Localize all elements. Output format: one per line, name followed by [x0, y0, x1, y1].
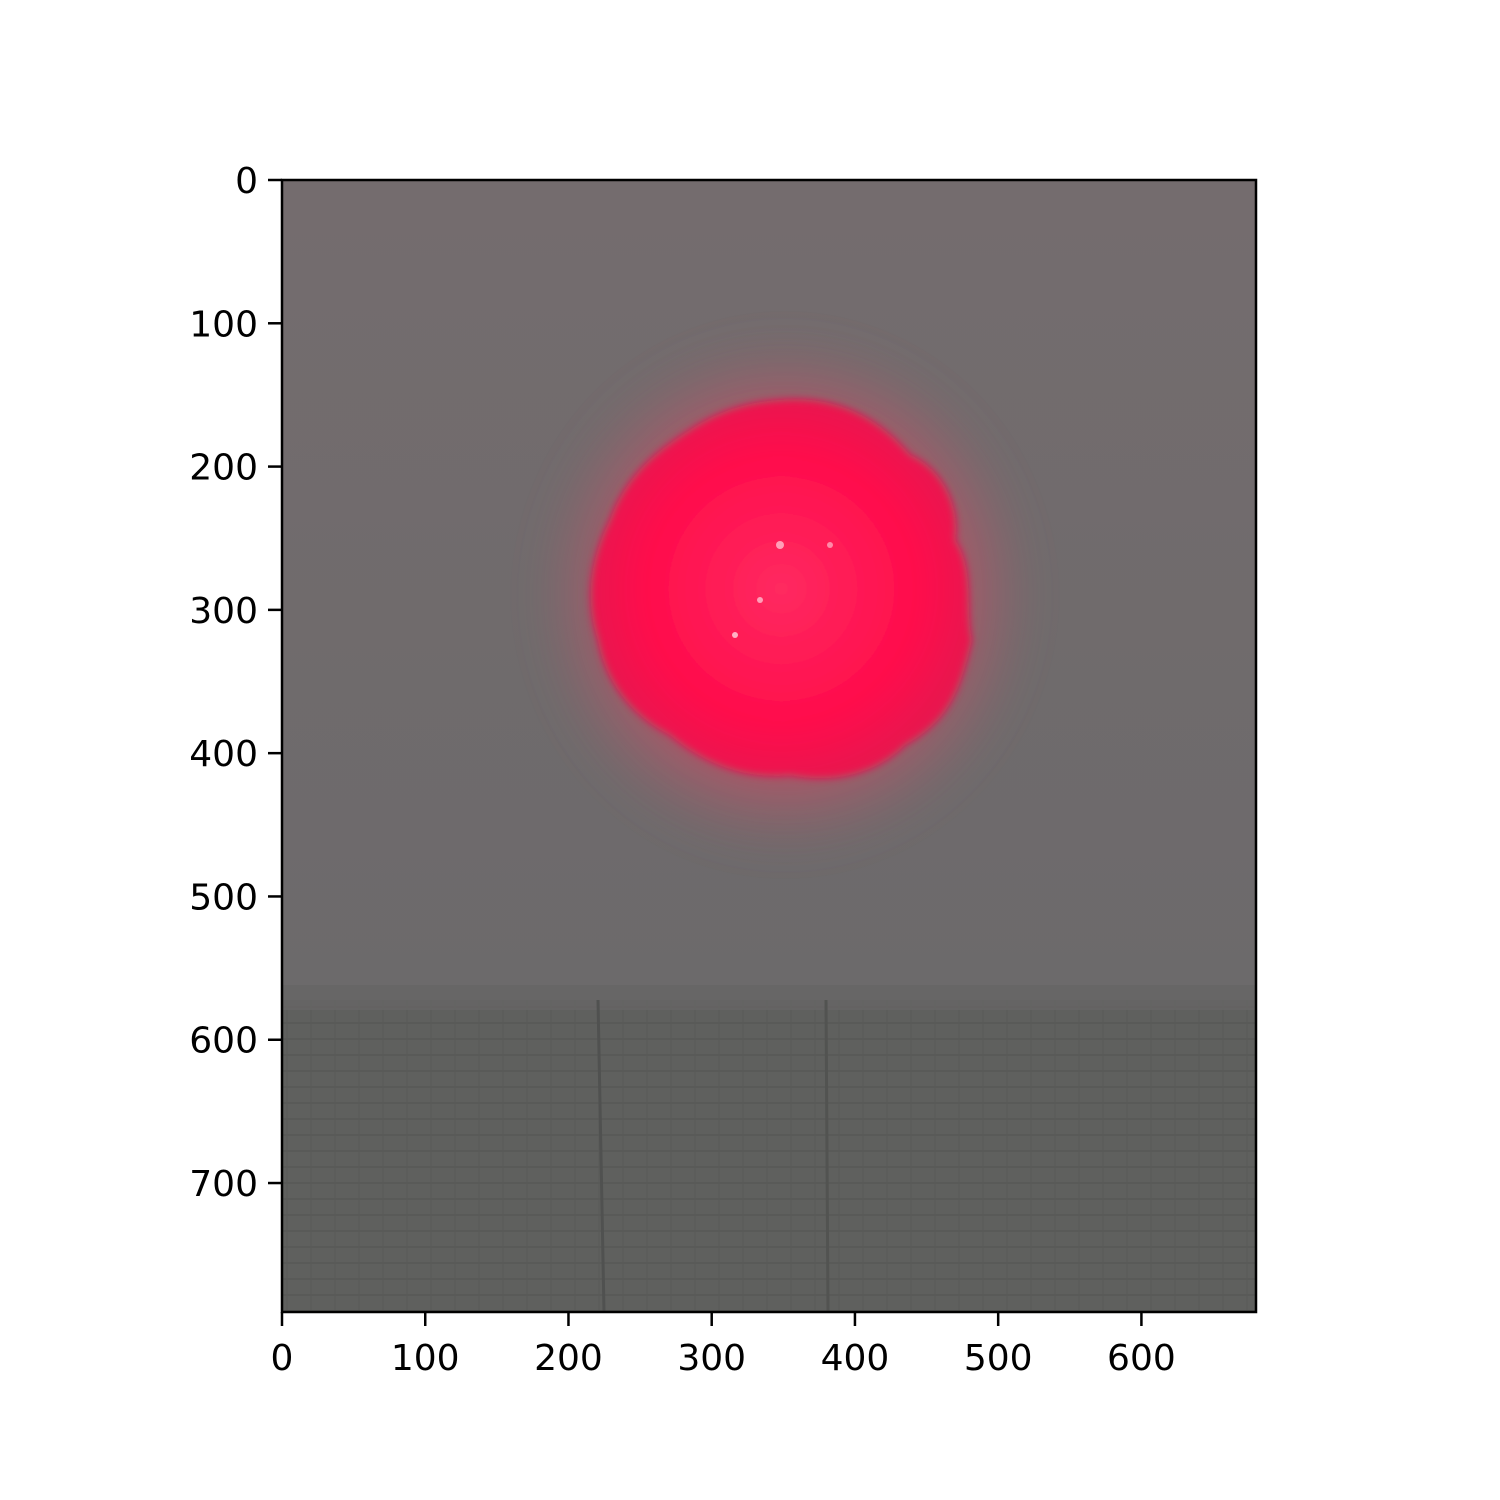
y-axis: 0 100 200 300 400 500 600 700: [189, 161, 282, 1205]
y-tick-label: 600: [189, 1021, 258, 1062]
x-tick-label: 600: [1107, 1338, 1176, 1379]
laser-spot-photo: [282, 180, 1256, 1312]
floor-surface: [282, 1000, 1256, 1312]
y-tick-label: 100: [189, 304, 258, 345]
y-tick-label: 0: [235, 161, 258, 202]
x-tick-label: 200: [534, 1338, 603, 1379]
y-tick-label: 700: [189, 1164, 258, 1205]
axes-frame: [280, 178, 1258, 1314]
x-tick-label: 100: [391, 1338, 460, 1379]
x-tick-label: 400: [821, 1338, 890, 1379]
y-tick-label: 200: [189, 448, 258, 489]
x-tick-label: 500: [964, 1338, 1033, 1379]
speckle: [776, 541, 784, 549]
floor-crease: [824, 999, 830, 1312]
y-tick-label: 500: [189, 877, 258, 918]
speckle: [732, 632, 738, 638]
y-tick-label: 300: [189, 591, 258, 632]
y-tick-label: 400: [189, 734, 258, 775]
speckle: [827, 542, 833, 548]
x-tick-label: 0: [271, 1338, 294, 1379]
wall-floor-edge: [282, 985, 1256, 1010]
x-tick-label: 300: [677, 1338, 746, 1379]
x-axis: 0 100 200 300 400 500 600: [271, 1312, 1176, 1379]
speckle: [757, 597, 763, 603]
floor-crease: [596, 999, 606, 1312]
laser-spot-core: [590, 399, 972, 779]
